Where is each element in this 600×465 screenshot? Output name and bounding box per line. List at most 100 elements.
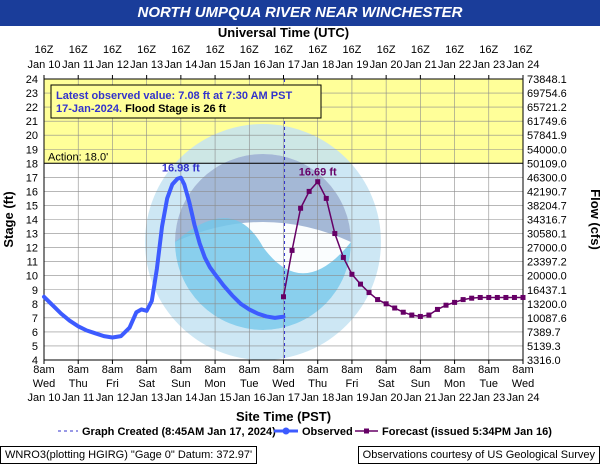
bottom-weekday-label: Mon <box>204 378 225 390</box>
y2-tick-label: 30580.1 <box>527 229 567 241</box>
y-tick-label: 12 <box>26 243 38 255</box>
top-axis-title: Universal Time (UTC) <box>218 25 349 40</box>
bottom-weekday-label: Fri <box>346 378 359 390</box>
forecast-point <box>383 301 389 307</box>
bottom-day-label: Jan 12 <box>96 392 129 404</box>
bottom-time-label: 8am <box>33 364 54 376</box>
bottom-weekday-label: Sun <box>411 378 431 390</box>
forecast-point <box>494 294 500 300</box>
top-time-label: 16Z <box>240 44 259 56</box>
y-tick-label: 14 <box>26 215 38 227</box>
footer-credit: Observations courtesy of US Geological S… <box>357 446 600 464</box>
legend-forecast-label: Forecast (issued 5:34PM Jan 16) <box>382 426 552 438</box>
flood-stage-note: Flood Stage is 26 ft <box>122 103 226 115</box>
forecast-point <box>469 295 475 301</box>
legend: Graph Created (8:45AM Jan 17, 2024) Obser… <box>58 426 552 438</box>
y-tick-label: 10 <box>26 271 38 283</box>
y2-tick-label: 65721.2 <box>527 102 567 114</box>
forecast-point <box>366 290 372 296</box>
bottom-time-label: 8am <box>170 364 191 376</box>
legend-observed-marker <box>282 427 290 435</box>
forecast-point <box>443 302 449 308</box>
y2-tick-label: 10087.6 <box>527 313 567 325</box>
forecast-point <box>289 247 295 253</box>
bottom-weekday-label: Mon <box>444 378 465 390</box>
y2-tick-label: 61749.6 <box>527 116 567 128</box>
latest-observed-date: 17-Jan-2024. <box>56 103 122 115</box>
y2-tick-label: 42190.7 <box>527 186 567 198</box>
top-time-label: 16Z <box>514 44 533 56</box>
bottom-time-label: 8am <box>512 364 533 376</box>
y-tick-label: 24 <box>26 74 38 86</box>
legend-observed-label: Observed <box>302 426 353 438</box>
top-day-label: Jan 11 <box>62 59 94 71</box>
forecast-point <box>375 297 381 303</box>
forecast-point <box>426 312 432 318</box>
y-tick-label: 16 <box>26 186 38 198</box>
forecast-point <box>520 294 526 300</box>
top-day-label: Jan 23 <box>472 59 505 71</box>
y-tick-label: 22 <box>26 102 38 114</box>
top-day-label: Jan 10 <box>27 59 60 71</box>
y-tick-label: 19 <box>26 144 38 156</box>
y2-tick-label: 38204.7 <box>527 200 567 212</box>
y2-tick-label: 20000.0 <box>527 271 567 283</box>
y-tick-label: 18 <box>26 158 38 170</box>
y-tick-label: 23 <box>26 88 38 100</box>
bottom-day-label: Jan 14 <box>164 392 197 404</box>
top-day-label: Jan 17 <box>267 59 300 71</box>
forecast-point <box>349 271 355 277</box>
y2-tick-label: 46300.0 <box>527 172 567 184</box>
bottom-time-label: 8am <box>307 364 328 376</box>
top-time-label: 16Z <box>274 44 293 56</box>
bottom-weekday-label: Thu <box>69 378 88 390</box>
bottom-weekday-label: Tue <box>480 378 499 390</box>
bottom-time-label: 8am <box>410 364 431 376</box>
bottom-weekday-label: Sun <box>171 378 191 390</box>
top-day-label: Jan 22 <box>438 59 471 71</box>
forecast-point <box>486 294 492 300</box>
forecast-point <box>281 294 286 300</box>
x-axis-title: Site Time (PST) <box>236 409 331 424</box>
bottom-time-label: 8am <box>478 364 499 376</box>
bottom-day-label: Jan 23 <box>472 392 505 404</box>
chart-title: NORTH UMPQUA RIVER NEAR WINCHESTER <box>0 0 600 26</box>
top-time-label: 16Z <box>35 44 54 56</box>
y-tick-label: 5 <box>32 341 38 353</box>
footer-gage-info: WNRO3(plotting HGIRG) "Gage 0" Datum: 37… <box>0 446 258 464</box>
forecast-point <box>452 299 458 305</box>
forecast-point <box>477 294 483 300</box>
y-tick-label: 15 <box>26 200 38 212</box>
annotations: Action: 18.0' 16.98 ft 16.69 ft Latest obse… <box>48 84 337 179</box>
top-day-label: Jan 14 <box>164 59 197 71</box>
forecast-point <box>400 309 406 315</box>
bottom-time-label: 8am <box>102 364 123 376</box>
forecast-point <box>332 231 338 237</box>
y-tick-label: 21 <box>26 116 38 128</box>
top-time-label: 16Z <box>137 44 156 56</box>
forecast-point <box>409 312 415 318</box>
y2-tick-label: 54000.0 <box>527 144 567 156</box>
y-tick-label: 6 <box>32 327 38 339</box>
y-tick-label: 20 <box>26 130 38 142</box>
bottom-weekday-label: Wed <box>33 378 55 390</box>
y-tick-label: 7 <box>32 313 38 325</box>
y-tick-label: 4 <box>32 355 38 367</box>
bottom-time-label: 8am <box>239 364 260 376</box>
y2-tick-label: 5139.3 <box>527 341 561 353</box>
bottom-time-label: 8am <box>273 364 294 376</box>
bottom-weekday-label: Wed <box>512 378 534 390</box>
bottom-time-label: 8am <box>136 364 157 376</box>
bottom-day-label: Jan 11 <box>62 392 94 404</box>
y-tick-label: 8 <box>32 299 38 311</box>
bottom-time-label: 8am <box>68 364 89 376</box>
plot-frame <box>43 78 524 361</box>
bottom-day-label: Jan 24 <box>506 392 539 404</box>
y2-tick-label: 34316.7 <box>527 215 567 227</box>
legend-forecast-marker <box>364 428 369 434</box>
top-time-label: 16Z <box>69 44 88 56</box>
y-axis-title: Stage (ft) <box>1 191 16 247</box>
bottom-day-label: Jan 22 <box>438 392 471 404</box>
y2-tick-label: 57841.9 <box>527 130 567 142</box>
